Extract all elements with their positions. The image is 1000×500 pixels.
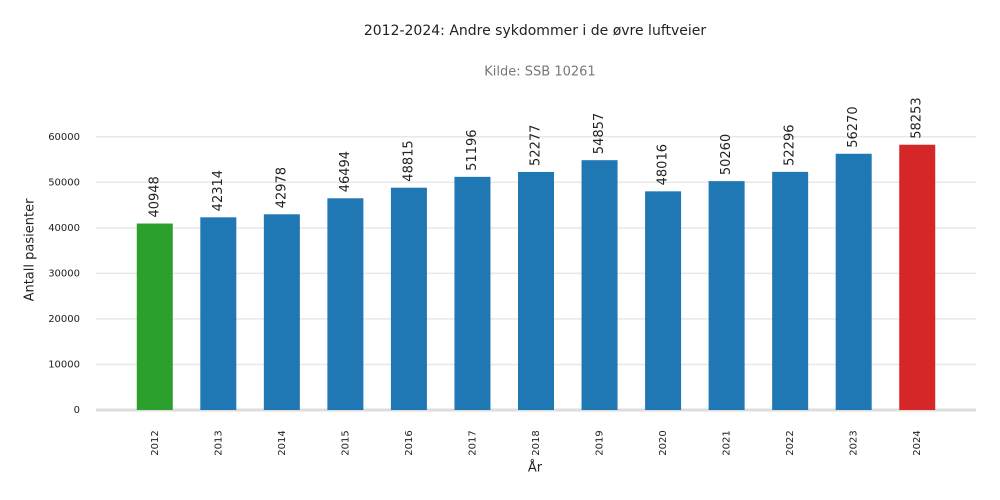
y-tick-label: 60000	[48, 132, 80, 143]
chart-subtitle: Kilde: SSB 10261	[484, 65, 595, 80]
x-tick-label: 2020	[658, 430, 669, 455]
y-tick-label: 30000	[48, 268, 80, 279]
bar	[454, 176, 491, 410]
x-tick-label: 2019	[595, 430, 606, 455]
bar	[136, 223, 173, 410]
bar	[899, 144, 936, 410]
value-label: 54857	[592, 113, 607, 154]
x-tick-label: 2024	[912, 430, 923, 455]
value-label: 50260	[719, 134, 734, 175]
bar	[200, 217, 237, 410]
bar	[327, 198, 364, 410]
x-tick-label: 2012	[150, 430, 161, 455]
y-tick-label: 10000	[48, 359, 80, 370]
value-label: 52296	[783, 124, 798, 165]
value-label: 58253	[910, 97, 925, 138]
bar	[772, 171, 809, 410]
y-tick-label: 20000	[48, 314, 80, 325]
bar	[263, 214, 300, 410]
value-label: 46494	[338, 151, 353, 192]
y-tick-label: 40000	[48, 223, 80, 234]
x-tick-label: 2018	[531, 430, 542, 455]
value-label: 52277	[529, 125, 544, 166]
x-tick-label: 2022	[785, 430, 796, 455]
y-axis-label: Antall pasienter	[23, 198, 38, 301]
value-label: 40948	[147, 176, 162, 217]
x-tick-label: 2015	[340, 430, 351, 455]
x-tick-label: 2017	[467, 430, 478, 455]
bar	[645, 191, 682, 410]
y-tick-label: 0	[74, 405, 80, 416]
x-tick-label: 2013	[213, 430, 224, 455]
bar	[708, 181, 745, 410]
x-tick-label: 2023	[849, 430, 860, 455]
bar	[835, 153, 872, 411]
x-tick-label: 2021	[722, 430, 733, 455]
bar	[518, 171, 554, 410]
y-tick-label: 50000	[48, 177, 80, 188]
value-label: 48016	[656, 144, 671, 185]
value-label: 42314	[211, 170, 226, 211]
value-label: 56270	[846, 106, 861, 147]
value-label: 51196	[465, 130, 480, 171]
bar	[581, 160, 618, 410]
bar	[390, 187, 427, 410]
x-tick-label: 2014	[277, 430, 288, 455]
x-axis-label: År	[528, 460, 543, 476]
value-label: 42978	[274, 167, 289, 208]
chart-title: 2012-2024: Andre sykdommer i de øvre luf…	[364, 23, 707, 39]
value-label: 48815	[401, 140, 416, 181]
x-tick-label: 2016	[404, 430, 415, 455]
